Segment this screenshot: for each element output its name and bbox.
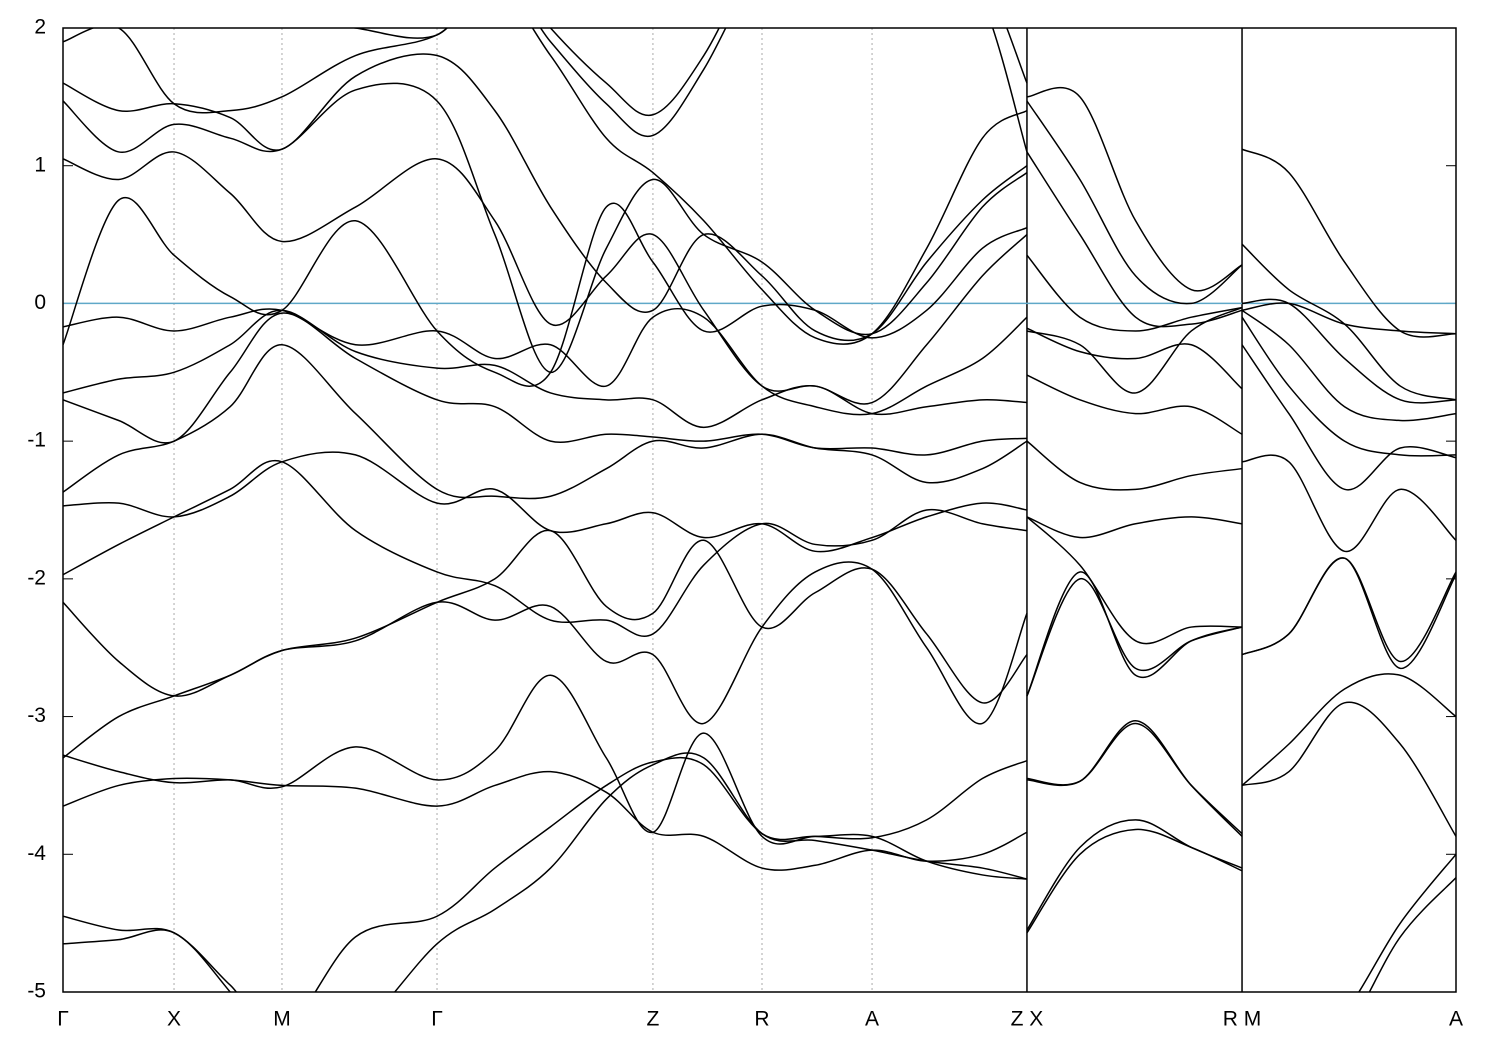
- y-tick-label: -3: [27, 704, 46, 727]
- x-tick-label: X: [167, 1008, 181, 1031]
- plot-frame: [62, 27, 1457, 993]
- band-line: [63, 557, 1456, 725]
- bands: [63, 28, 1456, 992]
- y-tick-label: 1: [34, 153, 46, 176]
- x-tick-label: A: [865, 1008, 879, 1031]
- y-tick-label: -4: [27, 842, 46, 865]
- band-line: [549, 28, 1028, 117]
- y-tick-label: -5: [27, 980, 46, 1003]
- band-line: [63, 454, 1456, 645]
- band-line: [63, 673, 1456, 880]
- x-tick-label: A: [1449, 1008, 1463, 1031]
- band-line: [63, 148, 1456, 405]
- band-line: [63, 309, 1456, 456]
- band-line: [63, 316, 1456, 500]
- x-tick-label: R: [754, 1008, 769, 1031]
- band-line: [63, 196, 1456, 401]
- y-tick-label: 2: [34, 16, 46, 39]
- x-tick-label: Γ: [57, 1008, 69, 1031]
- x-tick-label: Z: [647, 1008, 660, 1031]
- x-tick-label: Z X: [1011, 1008, 1044, 1031]
- x-tick-label: R M: [1223, 1008, 1262, 1031]
- band-line: [63, 344, 1456, 553]
- y-tick-label: 0: [34, 291, 46, 314]
- x-tick-label: M: [273, 1008, 291, 1031]
- x-tick-label: Γ: [431, 1008, 443, 1031]
- y-tick-label: -1: [27, 429, 46, 452]
- y-tick-label: -2: [27, 566, 46, 589]
- band-line: [63, 28, 1028, 345]
- band-line: [350, 28, 1028, 153]
